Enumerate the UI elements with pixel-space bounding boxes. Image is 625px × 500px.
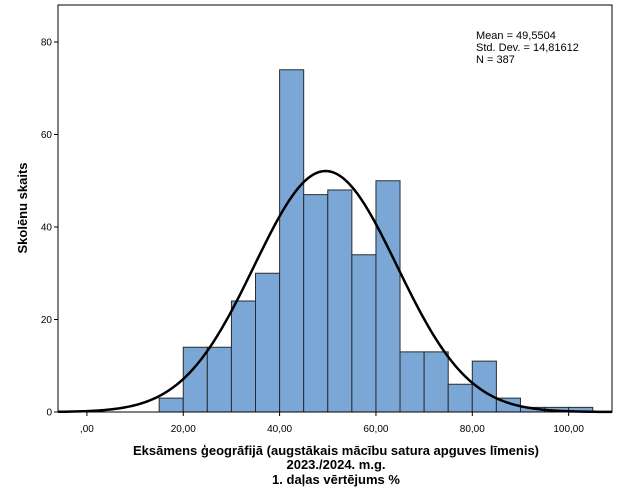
x-tick-label-4: 80,00 <box>460 424 485 435</box>
stats-n: N = 387 <box>476 54 515 66</box>
x-tick-label-3: 60,00 <box>363 424 388 435</box>
histogram-bar-12 <box>447 383 473 413</box>
x-axis-title-line-3: 1. daļas vērtējums % <box>272 472 400 487</box>
x-axis-ticks: ,00 20,00 40,00 60,00 80,00 100,00 <box>80 412 584 435</box>
histogram-bar-7 <box>327 189 353 413</box>
x-axis-title: Eksāmens ģeogrāfijā (augstākais mācību s… <box>133 443 539 487</box>
histogram-bar-4 <box>255 272 281 413</box>
normal-curve <box>57 169 613 414</box>
bars-group <box>158 69 594 413</box>
y-tick-label-0: 0 <box>46 408 52 419</box>
x-axis-title-line-1: Eksāmens ģeogrāfijā (augstākais mācību s… <box>133 443 539 458</box>
x-tick-label-2: 40,00 <box>267 424 292 435</box>
plot-frame <box>57 4 613 413</box>
histogram-bar-2 <box>206 346 232 413</box>
histogram-bar-3 <box>230 300 257 413</box>
y-tick-label-1: 20 <box>41 315 53 326</box>
histogram-bar-10 <box>399 351 425 413</box>
y-tick-label-2: 40 <box>41 223 53 234</box>
y-axis-ticks: 0 20 40 60 80 <box>41 38 58 419</box>
y-tick-label-4: 80 <box>41 38 53 49</box>
stats-mean: Mean = 49,5504 <box>476 30 556 42</box>
x-tick-label-5: 100,00 <box>553 424 584 435</box>
histogram-bar-11 <box>423 351 449 413</box>
y-axis-title: Skolēnu skaits <box>15 162 30 253</box>
stats-box: Mean = 49,5504 Std. Dev. = 14,81612 N = … <box>476 30 579 66</box>
histogram-bar-0 <box>158 397 184 413</box>
histogram-bar-6 <box>303 194 329 413</box>
x-axis-title-line-2: 2023./2024. m.g. <box>286 457 385 472</box>
histogram-bar-5 <box>279 69 305 413</box>
y-tick-label-3: 60 <box>41 130 53 141</box>
x-tick-label-0: ,00 <box>80 424 94 435</box>
stats-std-dev: Std. Dev. = 14,81612 <box>476 42 579 54</box>
x-tick-label-1: 20,00 <box>171 424 196 435</box>
histogram-bar-8 <box>351 254 377 413</box>
histogram-bar-9 <box>375 180 401 413</box>
